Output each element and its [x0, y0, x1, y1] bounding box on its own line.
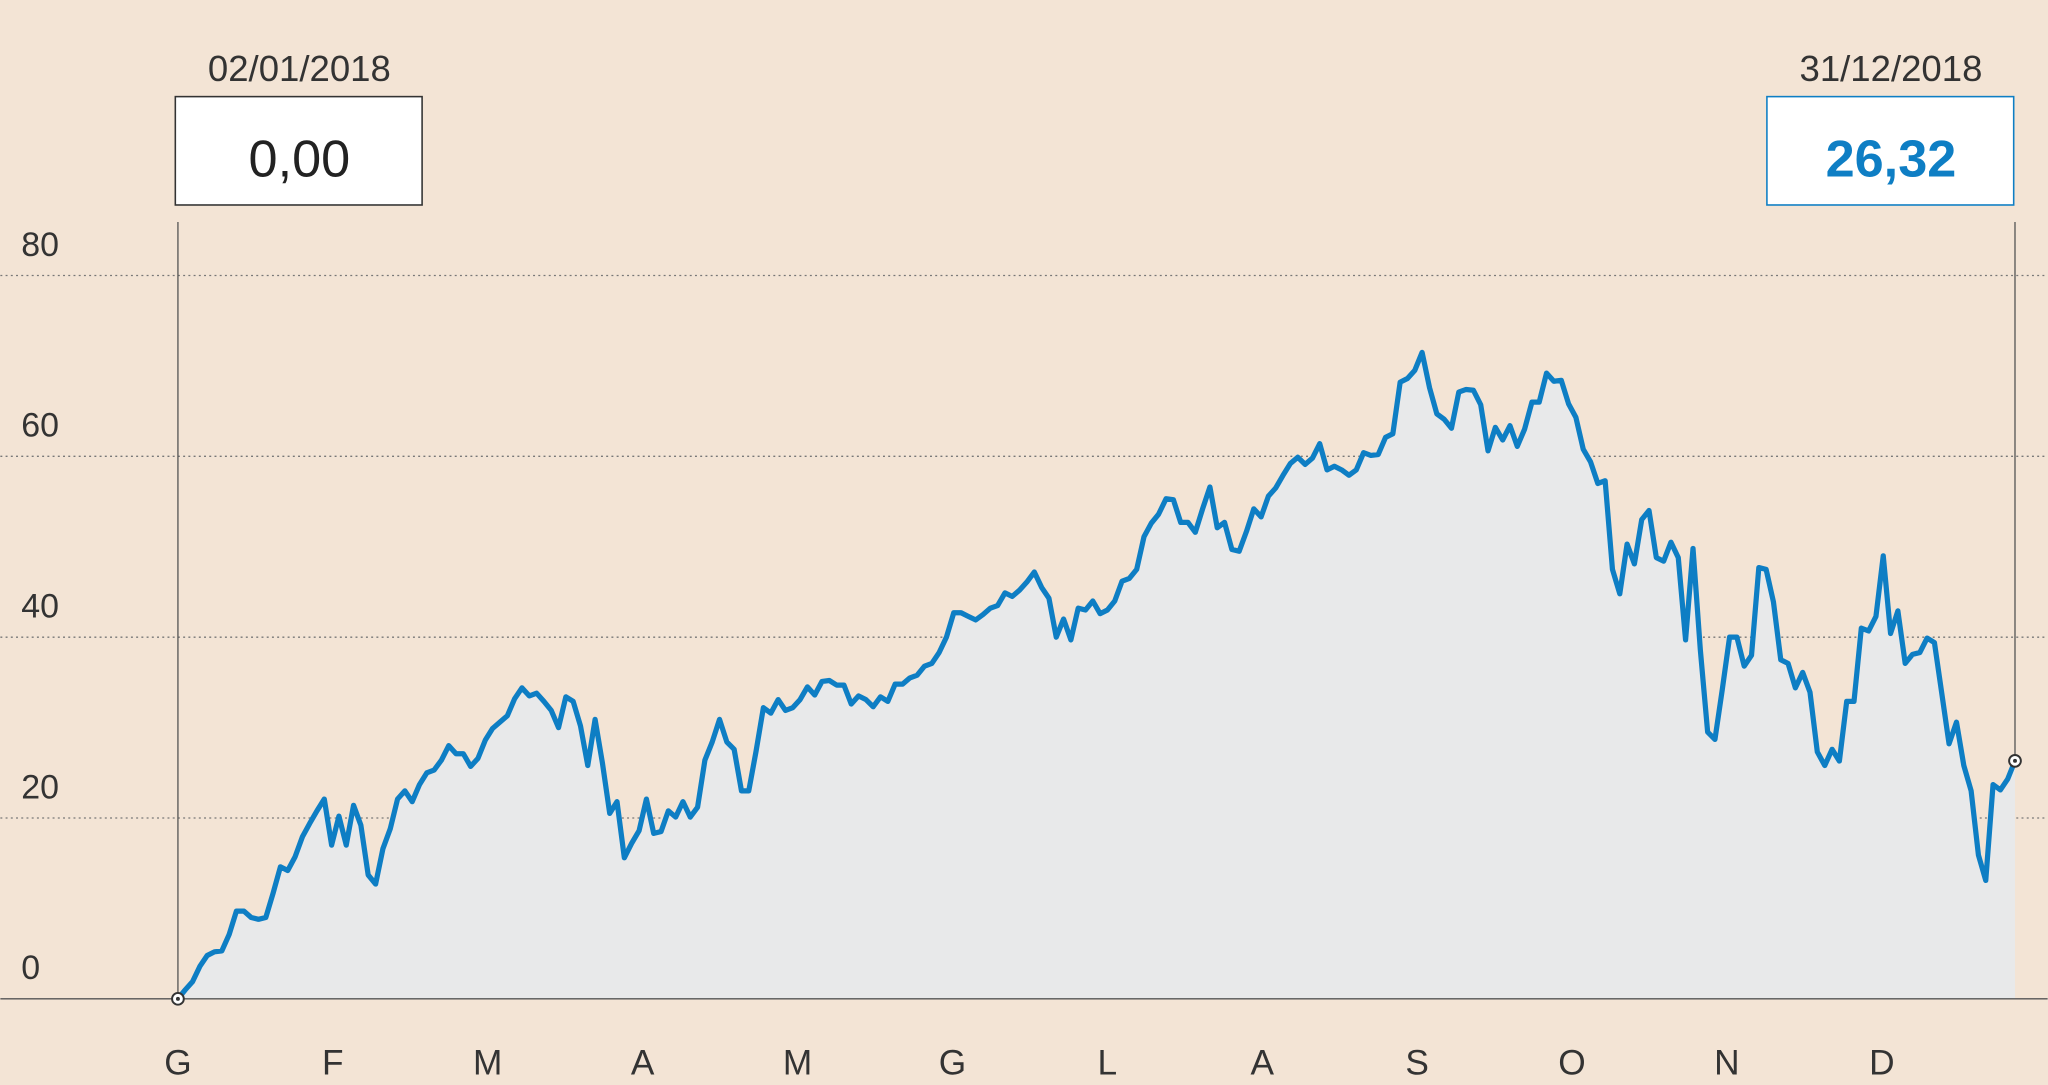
month-label: F	[322, 1044, 344, 1083]
start-date-label: 02/01/2018	[208, 48, 391, 89]
month-label: D	[1869, 1044, 1894, 1083]
month-label: G	[164, 1044, 191, 1083]
month-label: M	[473, 1044, 502, 1083]
end-value-box	[1766, 95, 2015, 206]
month-label: A	[631, 1044, 655, 1083]
end-date-label: 31/12/2018	[1799, 48, 1982, 89]
month-label: S	[1405, 1044, 1429, 1083]
month-label: L	[1098, 1044, 1118, 1083]
month-label: G	[939, 1044, 966, 1083]
start-value: 0,00	[249, 130, 351, 188]
area-fill	[177, 352, 2015, 999]
start-value-box	[174, 95, 423, 206]
month-label: A	[1250, 1044, 1274, 1083]
y-tick-label: 40	[21, 588, 59, 626]
end-point-dot	[2013, 758, 2017, 763]
y-axis-ticks: 0 20 40 60 80	[21, 226, 59, 987]
y-tick-label: 20	[21, 768, 59, 806]
month-label: M	[783, 1044, 812, 1083]
y-tick-label: 0	[21, 949, 40, 987]
y-tick-label: 60	[21, 407, 59, 445]
end-value: 26,32	[1826, 130, 1957, 188]
series-line	[175, 349, 2018, 1001]
start-point-dot	[175, 996, 180, 1001]
month-label: O	[1558, 1044, 1585, 1083]
month-label: N	[1714, 1044, 1739, 1083]
y-tick-label: 80	[21, 226, 59, 264]
